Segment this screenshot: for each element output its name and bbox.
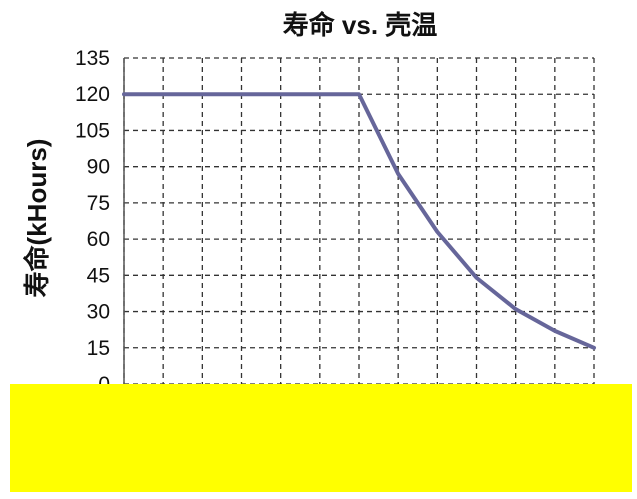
y-tick-label: 105 [75,119,110,142]
y-axis-ticks: 0153045607590105120135 [75,47,110,396]
redaction-overlay [10,384,632,492]
y-tick-label: 30 [87,301,110,324]
y-tick-label: 60 [87,228,110,251]
chart-title: 寿命 vs. 壳温 [283,10,438,40]
series-line [122,92,596,350]
y-axis-label: 寿命(kHours) [22,139,52,298]
y-tick-label: 45 [87,264,110,287]
y-tick-label: 120 [75,83,110,106]
grid [123,57,595,385]
y-tick-label: 75 [87,192,110,215]
series-layer [122,92,596,350]
y-tick-label: 135 [75,47,110,70]
y-tick-label: 90 [87,156,110,179]
y-tick-label: 15 [87,337,110,360]
